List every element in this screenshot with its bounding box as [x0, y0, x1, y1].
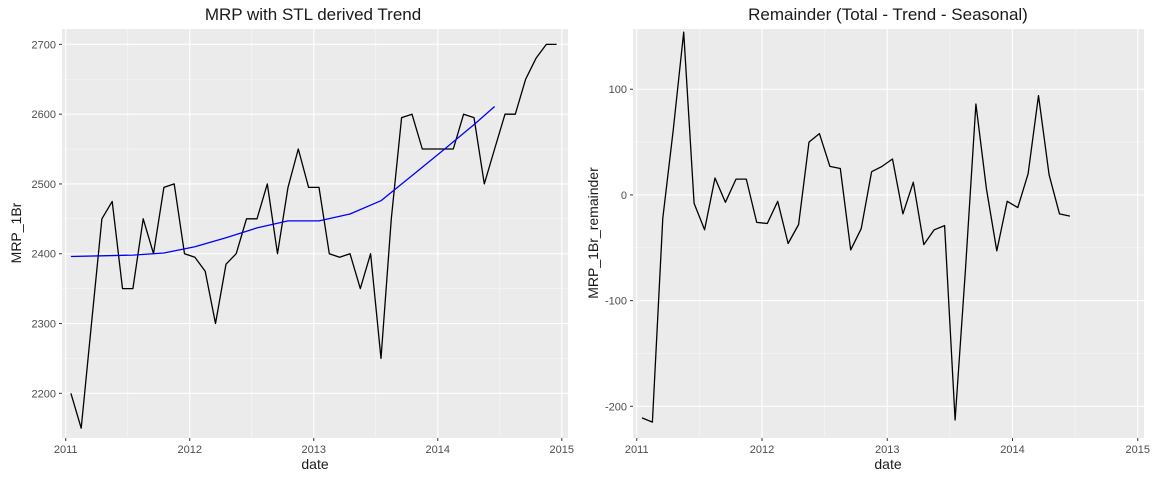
x-tick-label: 2013 [875, 444, 899, 456]
series-line-1 [70, 106, 496, 258]
y-tick-label: 2400 [32, 249, 56, 261]
y-tick-label: -200 [605, 401, 627, 413]
x-tick-label: 2015 [1125, 444, 1149, 456]
chart-left-panel [62, 29, 568, 438]
x-tick-label: 2011 [625, 444, 649, 456]
chart-right-lines [641, 31, 1071, 423]
chart-right-xlabel: date [874, 456, 901, 472]
series-line-0 [641, 31, 1071, 423]
chart-right-panel [633, 29, 1144, 438]
chart-left-ylabel: MRP_1Br [8, 202, 24, 263]
chart-left-title: MRP with STL derived Trend [205, 5, 421, 24]
chart-left-ticks: 2011 2012 2013 2014 2015 2200 2300 2400 2500 2600… [32, 39, 575, 456]
chart-right-grid [633, 29, 1144, 438]
chart-left-xlabel: date [301, 456, 328, 472]
chart-right-ticks: 2011 2012 2013 2014 2015 -200 -100 0 100 [605, 84, 1150, 456]
chart-right-title: Remainder (Total - Trend - Seasonal) [748, 5, 1028, 24]
y-tick-label: -100 [605, 296, 627, 308]
y-tick-label: 0 [621, 190, 627, 202]
y-tick-label: 2600 [32, 109, 56, 121]
x-tick-label: 2015 [550, 444, 574, 456]
chart-right: Remainder (Total - Trend - Seasonal) 201… [585, 5, 1150, 472]
chart-left-grid [62, 29, 568, 438]
x-tick-label: 2012 [750, 444, 774, 456]
y-tick-label: 2500 [32, 179, 56, 191]
y-tick-label: 2700 [32, 39, 56, 51]
x-tick-label: 2013 [302, 444, 326, 456]
chart-left-lines [70, 43, 557, 429]
y-tick-label: 2200 [32, 388, 56, 400]
series-line-0 [70, 43, 557, 429]
y-tick-label: 100 [609, 84, 627, 96]
x-tick-label: 2014 [426, 444, 450, 456]
x-tick-label: 2011 [54, 444, 78, 456]
y-tick-label: 2300 [32, 319, 56, 331]
chart-left: MRP with STL derived Trend 2011 2012 2013 2… [8, 5, 574, 472]
x-tick-label: 2014 [1000, 444, 1024, 456]
x-tick-label: 2012 [177, 444, 201, 456]
chart-right-ylabel: MRP_1Br_remainder [585, 167, 601, 299]
